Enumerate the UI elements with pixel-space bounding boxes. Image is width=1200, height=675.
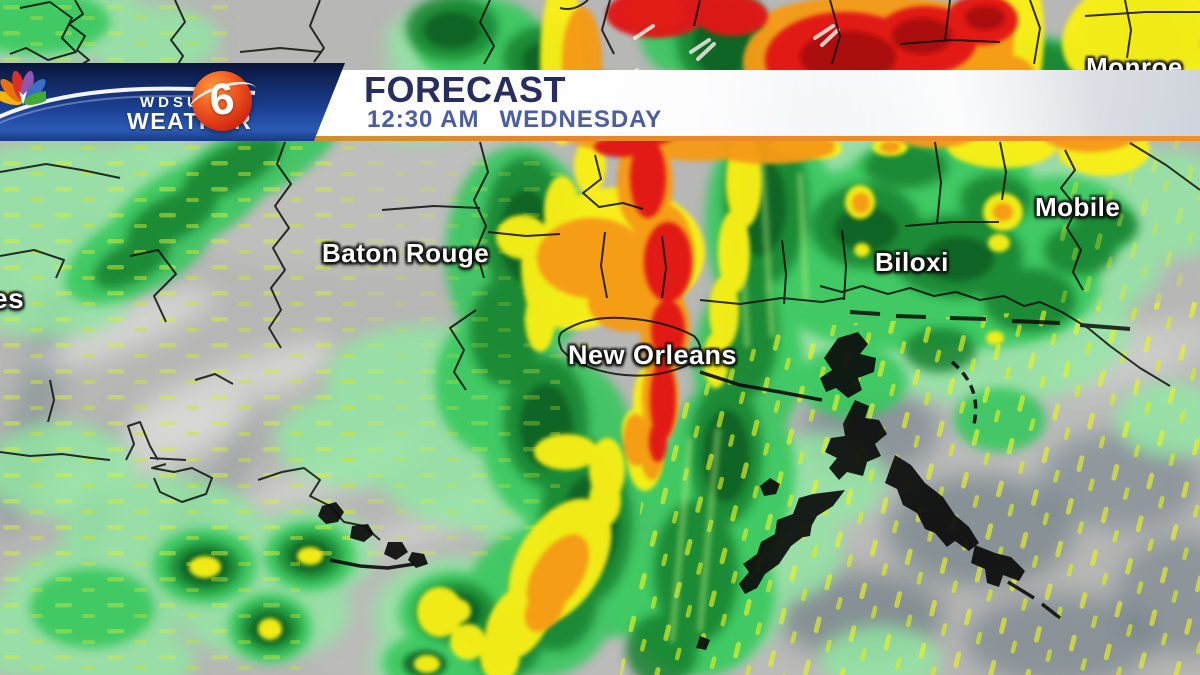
delta-marsh	[318, 332, 1025, 650]
city-label-mobile: Mobile	[1035, 192, 1121, 222]
forecast-time: 12:30 AM	[367, 106, 480, 133]
city-label-biloxi: Biloxi	[875, 247, 949, 277]
city-label-baton-rouge: Baton Rouge	[322, 238, 490, 268]
forecast-banner	[290, 70, 1200, 136]
delta-channels	[329, 360, 1062, 620]
station-logo-panel: WDSU WEATHER 6	[0, 63, 345, 141]
city-label-new-orleans: New Orleans	[568, 340, 738, 370]
nbc-peacock-icon	[0, 70, 46, 106]
banner-gold-stripe	[290, 136, 1200, 141]
channel-number: 6	[207, 73, 237, 126]
channel-6-logo: 6	[185, 71, 261, 131]
forecast-timestamp: 12:30 AM WEDNESDAY	[367, 106, 662, 134]
station-call-letters: WDSU	[140, 94, 202, 111]
forecast-day: WEDNESDAY	[499, 106, 663, 133]
forecast-title: FORECAST	[364, 69, 566, 110]
city-label-partial: es	[0, 283, 25, 314]
parish-boundaries	[0, 0, 1200, 541]
